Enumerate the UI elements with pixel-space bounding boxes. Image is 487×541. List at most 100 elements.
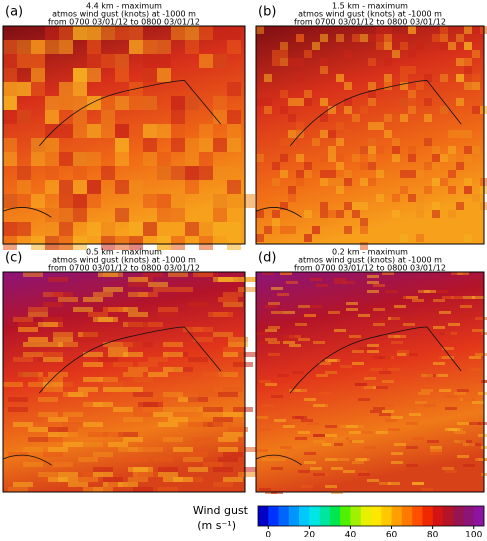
map-cell xyxy=(31,40,45,54)
map-cell xyxy=(457,389,469,392)
map-cell xyxy=(203,407,223,412)
map-cell xyxy=(103,387,123,392)
map-cell xyxy=(168,417,188,422)
map-cell xyxy=(163,392,183,397)
map-cell xyxy=(108,352,128,357)
map-cell xyxy=(346,425,358,428)
panel-title: from 0700 03/01/12 to 0800 03/01/12 xyxy=(294,264,446,273)
map-cell xyxy=(31,152,45,166)
map-cell xyxy=(268,341,280,344)
map-cell xyxy=(259,380,271,383)
map-cell xyxy=(352,210,360,218)
map-cell xyxy=(280,42,288,50)
map-cell xyxy=(376,194,384,202)
map-cell xyxy=(123,372,143,377)
map-cell xyxy=(28,382,48,387)
map-cell xyxy=(101,96,115,110)
map-cell xyxy=(93,402,113,407)
map-cell xyxy=(432,202,440,210)
map-cell xyxy=(268,353,280,356)
map-cell xyxy=(59,26,73,40)
map-cell xyxy=(83,332,103,337)
map-cell xyxy=(320,210,328,218)
map-cell xyxy=(31,138,45,152)
map-cell xyxy=(83,297,103,302)
map-cell xyxy=(304,210,312,218)
map-cell xyxy=(288,98,296,106)
map-cell xyxy=(280,422,292,425)
map-cell xyxy=(28,312,48,317)
map-cell xyxy=(463,398,475,401)
map-cell xyxy=(280,170,288,178)
map-cell xyxy=(272,50,280,58)
map-cell xyxy=(3,194,17,208)
map-cell xyxy=(430,449,442,452)
map-cell xyxy=(367,275,379,278)
map-cell xyxy=(73,68,87,82)
map-cell xyxy=(148,357,168,362)
map-cell xyxy=(31,68,45,82)
map-cell xyxy=(185,222,199,236)
map-cell xyxy=(143,397,163,402)
colorbar-label: Wind gust xyxy=(193,504,249,517)
map-cell xyxy=(296,98,304,106)
map-cell xyxy=(17,194,31,208)
map-cell xyxy=(199,138,213,152)
map-cell xyxy=(143,447,163,452)
map-cell xyxy=(346,302,358,305)
map-cell xyxy=(433,299,445,302)
map-cell xyxy=(400,98,408,106)
map-cell xyxy=(379,413,391,416)
map-texture xyxy=(3,272,263,492)
map-cell xyxy=(360,34,368,42)
map-cell xyxy=(388,482,400,485)
map-cell xyxy=(157,194,171,208)
map-cell xyxy=(472,296,484,299)
map-cell xyxy=(298,470,310,473)
map-cell xyxy=(456,130,464,138)
map-cell xyxy=(272,210,280,218)
map-cell xyxy=(463,296,475,299)
map-cell xyxy=(464,178,472,186)
map-cell xyxy=(320,58,328,66)
map-cell xyxy=(73,307,93,312)
map-cell xyxy=(183,457,203,462)
map-cell xyxy=(183,407,203,412)
map-cell xyxy=(454,431,466,434)
map-cell xyxy=(8,407,28,412)
map-cell xyxy=(280,446,292,449)
map-cell xyxy=(313,341,325,344)
map-cell xyxy=(264,226,272,234)
map-cell xyxy=(400,114,408,122)
map-cell xyxy=(17,166,31,180)
map-cell xyxy=(87,180,101,194)
map-cell xyxy=(331,467,343,470)
map-cell xyxy=(416,210,424,218)
map-cell xyxy=(17,180,31,194)
map-cell xyxy=(129,236,143,250)
map-cell xyxy=(364,446,376,449)
map-cell xyxy=(264,106,272,114)
colorbar-swatch xyxy=(299,506,310,526)
map-cell xyxy=(213,482,233,487)
colorbar-tick-label: 0 xyxy=(265,531,271,538)
map-cell xyxy=(397,350,409,353)
map-cell xyxy=(59,152,73,166)
map-cell xyxy=(227,124,241,138)
map-cell xyxy=(352,114,360,122)
map-cell xyxy=(415,317,427,320)
map-cell xyxy=(163,352,183,357)
map-cell xyxy=(45,110,59,124)
map-cell xyxy=(403,296,415,299)
map-cell xyxy=(412,299,424,302)
map-cell xyxy=(408,98,416,106)
map-cell xyxy=(171,110,185,124)
map-cell xyxy=(158,422,178,427)
map-cell xyxy=(223,452,243,457)
map-cell xyxy=(388,368,400,371)
map-cell xyxy=(272,178,280,186)
colorbar-swatch xyxy=(258,506,269,526)
map-cell xyxy=(360,178,368,186)
map-cell xyxy=(288,130,296,138)
map-cell xyxy=(436,374,448,377)
